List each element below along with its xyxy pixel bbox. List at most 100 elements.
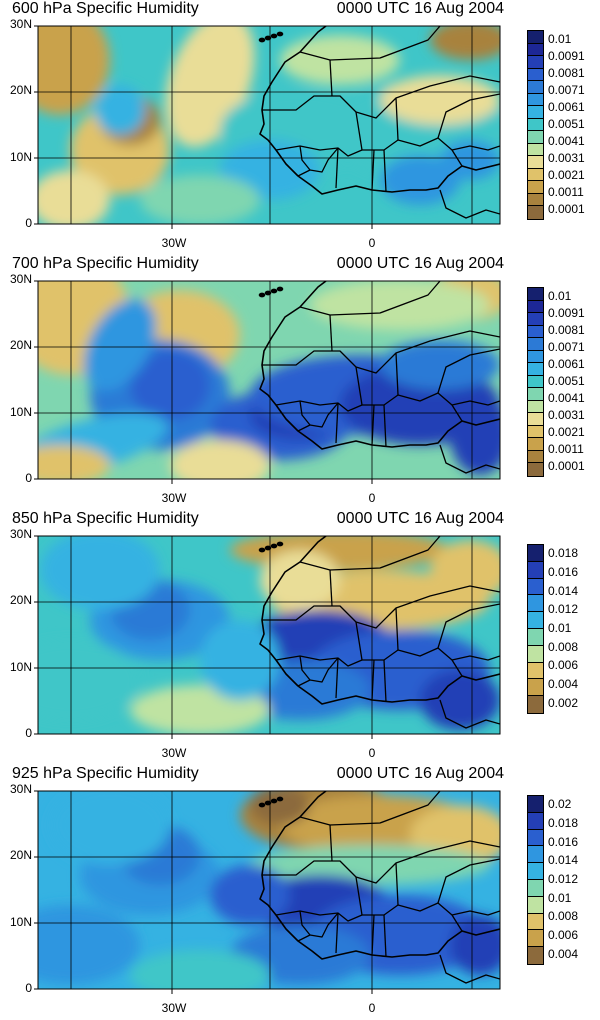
colorbar-swatch bbox=[528, 578, 543, 596]
map-panel-925hpa: 925 hPa Specific Humidity 0000 UTC 16 Au… bbox=[0, 765, 600, 1020]
humidity-contour bbox=[380, 155, 460, 205]
humidity-contour bbox=[380, 75, 500, 125]
colorbar-swatch bbox=[528, 425, 543, 439]
plot-frame bbox=[37, 25, 501, 225]
colorbar-swatch bbox=[528, 313, 543, 326]
lat-label-10n: 10N bbox=[9, 150, 32, 164]
border bbox=[371, 914, 375, 956]
border bbox=[335, 657, 339, 699]
border bbox=[355, 366, 399, 406]
colorbar-swatch bbox=[528, 56, 543, 69]
island bbox=[276, 796, 284, 802]
humidity-contour bbox=[38, 640, 140, 720]
colorbar-swatch bbox=[528, 118, 543, 132]
colorbar-swatch bbox=[528, 463, 543, 476]
border bbox=[371, 404, 375, 446]
lon-label-30w: 30W bbox=[161, 746, 187, 760]
colorbar-swatch bbox=[528, 193, 543, 207]
lat-label-10n: 10N bbox=[9, 405, 32, 419]
humidity-contour bbox=[130, 950, 270, 989]
colorbar-label: 0.0031 bbox=[548, 408, 585, 423]
map-panel-600hpa: 600 hPa Specific Humidity 0000 UTC 16 Au… bbox=[0, 0, 600, 255]
colorbar-label: 0.0021 bbox=[548, 168, 585, 183]
lat-label-0: 0 bbox=[25, 981, 32, 995]
island bbox=[264, 800, 272, 806]
colorbar-swatch bbox=[528, 143, 543, 157]
colorbar-label: 0.0071 bbox=[548, 339, 585, 354]
colorbar-swatch bbox=[528, 350, 543, 364]
colorbar-label: 0.006 bbox=[548, 928, 579, 942]
humidity-contour bbox=[38, 445, 110, 479]
island bbox=[258, 802, 266, 808]
colorbar-swatch bbox=[528, 363, 543, 376]
coastline bbox=[259, 281, 500, 450]
lat-label-0: 0 bbox=[25, 471, 32, 485]
humidity-contour bbox=[50, 791, 170, 865]
plot-frame bbox=[37, 280, 501, 480]
lon-label-30w: 30W bbox=[161, 491, 187, 505]
border bbox=[383, 659, 387, 703]
colorbar-swatch bbox=[528, 388, 543, 401]
colorbar-label: 0.0001 bbox=[548, 202, 585, 217]
coastline bbox=[259, 791, 500, 960]
colorbar-label: 0.006 bbox=[548, 658, 579, 673]
humidity-contour bbox=[430, 540, 500, 600]
border bbox=[297, 147, 339, 177]
border bbox=[383, 149, 387, 193]
border bbox=[299, 400, 311, 426]
country-borders bbox=[258, 536, 500, 729]
colorbar-swatch bbox=[528, 645, 543, 663]
border bbox=[355, 111, 399, 151]
lon-label-0: 0 bbox=[368, 746, 376, 760]
border bbox=[275, 145, 363, 157]
colorbar-label: 0.012 bbox=[548, 602, 579, 617]
border bbox=[275, 400, 363, 412]
island bbox=[264, 545, 272, 551]
colorbar-swatch bbox=[528, 68, 543, 82]
tick-marks bbox=[34, 535, 373, 739]
country-borders bbox=[258, 791, 500, 984]
colorbar-swatch bbox=[528, 206, 543, 219]
humidity-field bbox=[38, 791, 500, 989]
colorbar-label: 0.016 bbox=[548, 834, 579, 849]
humidity-field bbox=[38, 26, 500, 224]
lon-label-30w: 30W bbox=[161, 236, 187, 250]
colorbar-label: 0.01 bbox=[548, 890, 572, 905]
humidity-contour bbox=[450, 395, 500, 475]
colorbar-swatch bbox=[528, 696, 543, 713]
colorbar-label: 0.016 bbox=[548, 565, 579, 579]
border bbox=[437, 348, 500, 394]
humidity-map bbox=[34, 25, 501, 229]
colorbar-swatch bbox=[528, 81, 543, 94]
colorbar-swatch bbox=[528, 413, 543, 426]
colorbar-label: 0.0001 bbox=[548, 459, 585, 474]
humidity-contour bbox=[170, 440, 270, 479]
panel-title: 700 hPa Specific Humidity bbox=[12, 255, 199, 272]
colorbar-label: 0.0061 bbox=[548, 356, 585, 371]
colorbar-label: 0.01 bbox=[548, 621, 572, 635]
colorbar-label: 0.0091 bbox=[548, 305, 585, 320]
colorbar-swatch bbox=[528, 43, 543, 57]
colorbar-swatch bbox=[528, 438, 543, 451]
colorbar-label: 0.004 bbox=[548, 677, 579, 691]
colorbar-swatch bbox=[528, 662, 543, 680]
colorbar-label: 0.0011 bbox=[548, 442, 584, 457]
panel-timestamp: 0000 UTC 16 Aug 2004 bbox=[336, 765, 504, 782]
colorbar-label: 0.0081 bbox=[548, 65, 585, 80]
colorbar-label: 0.018 bbox=[548, 546, 579, 561]
border bbox=[395, 97, 463, 167]
island bbox=[270, 543, 278, 549]
humidity-map bbox=[34, 790, 501, 994]
panel-timestamp: 0000 UTC 16 Aug 2004 bbox=[336, 255, 504, 272]
island bbox=[270, 33, 278, 39]
lon-label-0: 0 bbox=[368, 1001, 376, 1015]
humidity-contour bbox=[440, 140, 500, 180]
colorbar-label: 0.0031 bbox=[548, 151, 585, 166]
border bbox=[451, 910, 500, 916]
colorbar-label: 0.0081 bbox=[548, 322, 585, 337]
colorbar-swatch bbox=[528, 561, 543, 579]
colorbar-label: 0.01 bbox=[548, 288, 572, 303]
colorbar-swatch bbox=[528, 846, 543, 864]
colorbar bbox=[527, 287, 544, 477]
border bbox=[299, 145, 311, 171]
